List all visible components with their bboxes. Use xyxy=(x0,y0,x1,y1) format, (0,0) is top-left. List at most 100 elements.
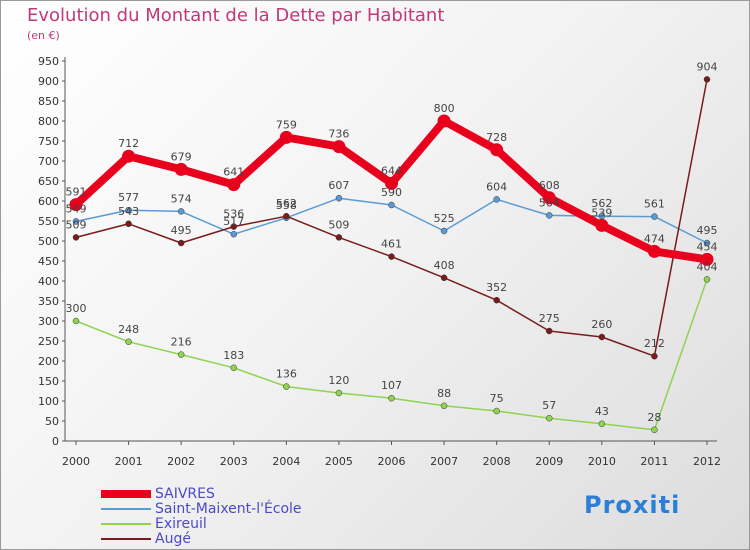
y-tick-label: 700 xyxy=(38,155,59,168)
data-label: 608 xyxy=(539,179,560,192)
data-label: 561 xyxy=(644,198,665,211)
data-point xyxy=(72,234,80,241)
legend-swatch xyxy=(101,538,151,540)
y-tick-label: 100 xyxy=(38,395,59,408)
data-point xyxy=(125,338,132,346)
data-label: 474 xyxy=(644,232,665,245)
x-tick-label: 2010 xyxy=(588,455,616,468)
series-line xyxy=(75,278,708,431)
y-tick-label: 450 xyxy=(38,255,59,268)
data-point xyxy=(388,394,395,402)
x-tick-label: 2011 xyxy=(640,455,668,468)
data-label: 591 xyxy=(66,186,87,199)
data-label: 679 xyxy=(171,150,192,163)
data-label: 712 xyxy=(118,137,139,150)
data-label: 183 xyxy=(223,349,244,362)
y-tick-label: 300 xyxy=(38,315,59,328)
data-label: 495 xyxy=(171,224,192,237)
data-label: 728 xyxy=(486,131,507,144)
legend-swatch xyxy=(101,508,151,510)
data-label: 759 xyxy=(276,118,297,131)
y-tick-label: 950 xyxy=(38,55,59,68)
legend-label: Augé xyxy=(155,531,191,547)
y-tick-label: 500 xyxy=(38,235,59,248)
data-point xyxy=(227,178,241,192)
data-point xyxy=(595,218,609,232)
x-tick-label: 2001 xyxy=(115,455,143,468)
data-point xyxy=(546,212,553,219)
legend-label: SAIVRES xyxy=(155,486,215,502)
data-label: 212 xyxy=(644,337,665,350)
data-label: 574 xyxy=(171,192,192,205)
data-point xyxy=(72,218,80,225)
data-label: 736 xyxy=(328,128,349,141)
x-tick-label: 2009 xyxy=(535,455,563,468)
proxiti-logo: Proxiti xyxy=(584,491,681,519)
data-label: 562 xyxy=(591,197,612,210)
data-point xyxy=(388,253,395,260)
x-tick-label: 2005 xyxy=(325,455,353,468)
data-label: 275 xyxy=(539,312,560,325)
data-label: 549 xyxy=(66,202,87,215)
x-tick-label: 2002 xyxy=(167,455,195,468)
data-label: 75 xyxy=(490,392,504,405)
data-point xyxy=(651,213,658,220)
data-label: 800 xyxy=(434,102,455,115)
data-point xyxy=(177,351,185,358)
data-labels: 549 577 574 517 558 607 590 525 604 564 562 561 495 3… xyxy=(66,60,718,423)
data-point xyxy=(283,383,290,390)
data-label: 300 xyxy=(66,302,87,315)
data-label: 590 xyxy=(381,186,402,199)
data-label: 352 xyxy=(486,281,507,294)
data-label: 644 xyxy=(381,164,402,177)
data-point xyxy=(125,220,132,228)
data-point xyxy=(335,194,343,202)
data-point xyxy=(703,76,711,83)
data-point xyxy=(542,191,556,205)
data-label: 525 xyxy=(434,212,455,225)
data-label: 28 xyxy=(647,411,661,424)
data-label: 248 xyxy=(118,323,139,336)
axes: 0 50 100 150 200 250 300 350 400 450 500 550 600 650 7… xyxy=(38,55,721,468)
y-tick-label: 550 xyxy=(38,215,59,228)
data-label: 404 xyxy=(697,260,718,273)
data-point xyxy=(490,143,504,157)
data-point xyxy=(493,196,500,203)
data-label: 454 xyxy=(697,240,718,253)
data-label: 539 xyxy=(591,206,612,219)
data-label: 607 xyxy=(328,179,349,192)
data-label: 536 xyxy=(223,208,244,221)
data-label: 43 xyxy=(595,405,609,418)
series-line xyxy=(75,78,708,357)
data-label: 461 xyxy=(381,238,402,251)
y-tick-label: 50 xyxy=(45,415,59,428)
data-point xyxy=(440,227,448,235)
y-tick-label: 900 xyxy=(38,75,59,88)
data-point xyxy=(546,327,553,335)
data-point xyxy=(598,333,606,341)
data-point xyxy=(125,206,132,214)
y-tick-label: 750 xyxy=(38,135,59,148)
y-tick-label: 400 xyxy=(38,275,59,288)
x-tick-label: 2003 xyxy=(220,455,248,468)
y-tick-label: 250 xyxy=(38,335,59,348)
y-tick-label: 800 xyxy=(38,115,59,128)
legend-swatch xyxy=(101,490,151,498)
data-label: 136 xyxy=(276,368,297,381)
data-point xyxy=(279,130,293,144)
legend-swatch xyxy=(101,523,151,525)
data-label: 604 xyxy=(486,180,507,193)
data-point xyxy=(440,402,448,410)
data-label: 562 xyxy=(276,197,297,210)
data-point xyxy=(174,162,188,176)
data-point xyxy=(651,352,658,360)
data-point xyxy=(335,234,343,241)
data-point xyxy=(69,198,83,212)
data-point xyxy=(703,276,711,283)
x-tick-label: 2008 xyxy=(483,455,511,468)
data-label: 120 xyxy=(328,374,349,387)
data-label: 509 xyxy=(328,218,349,231)
legend-label: Exireuil xyxy=(155,516,207,532)
